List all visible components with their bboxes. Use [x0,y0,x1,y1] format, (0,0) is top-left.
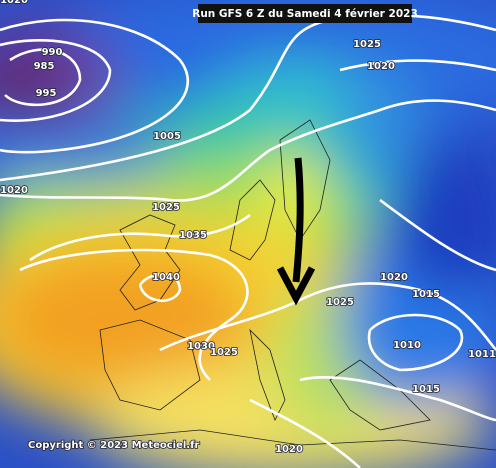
isobar-label: 1020 [367,61,395,72]
isobar-label: 1010 [393,340,421,351]
arrow-head [276,266,316,306]
isobar-label: 1040 [152,272,180,283]
isobar-label: 1025 [326,297,354,308]
isobar-label: 1020 [0,185,28,196]
isobar-label: 985 [34,61,55,72]
isobar-label: 1025 [353,39,381,50]
isobar-label: 1035 [179,230,207,241]
title: Run GFS 6 Z du Samedi 4 février 2023 [192,8,418,20]
isobar-label: 1005 [153,131,181,142]
isobar-label: 1020 [380,272,408,283]
isobar-label: 1025 [152,202,180,213]
isobar-label: 1015 [412,384,440,395]
isobar-label: 1020 [275,444,303,455]
title-box [198,4,412,23]
isobar-labels: 1020 990 985 995 1025 1020 1005 1020 102… [0,0,496,456]
isobar-label: 1025 [210,347,238,358]
isobar-label: 990 [42,47,63,58]
isobar-label: 1030 [187,341,215,352]
isobar-label: 1011 [468,349,496,360]
coastlines [89,119,496,451]
isobar-label: 1015 [412,289,440,300]
isobar-label: 995 [36,88,57,99]
isobar-label: 1020 [0,0,28,6]
arrow [292,157,304,283]
copyright: Copyright © 2023 Meteociel.fr [28,440,199,451]
